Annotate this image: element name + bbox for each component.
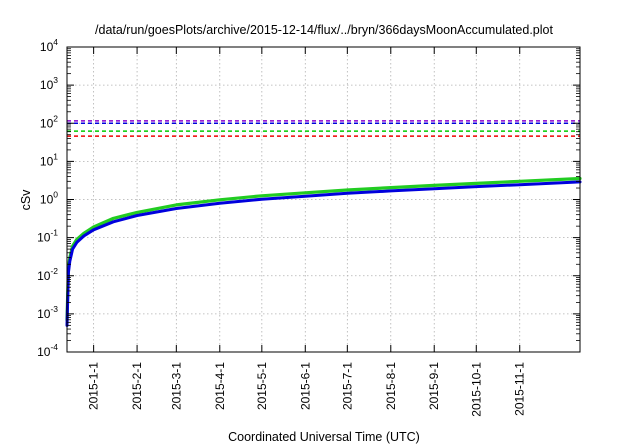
series-line	[65, 180, 582, 327]
x-tick-label: 2015-5-1	[255, 362, 269, 410]
axis-ticks	[67, 46, 580, 353]
x-tick-label: 2015-9-1	[427, 362, 441, 410]
y-axis-label: cSv	[19, 189, 33, 211]
x-tick-label: 2015-11-1	[513, 362, 527, 416]
x-tick-label: 2015-6-1	[298, 362, 312, 410]
x-tick-label: 2015-10-1	[469, 362, 483, 417]
y-tick-label: 104	[40, 37, 58, 54]
x-axis-label: Coordinated Universal Time (UTC)	[228, 430, 420, 444]
y-tick-label: 10-4	[37, 342, 58, 359]
y-tick-label: 100	[40, 190, 58, 207]
y-tick-label: 101	[40, 151, 58, 168]
y-tick-label: 102	[40, 113, 58, 130]
y-tick-labels: 10-4 10-3 10-2 10-1 100 101 102 103 104	[37, 37, 58, 359]
x-tick-labels: 2015-1-1 2015-2-1 2015-3-1 2015-4-1 2015-5-1…	[87, 362, 527, 417]
x-tick-label: 2015-1-1	[87, 362, 101, 410]
y-tick-label: 10-2	[37, 266, 58, 283]
grid	[67, 47, 580, 352]
series-lines	[65, 176, 582, 327]
x-tick-label: 2015-3-1	[169, 362, 183, 410]
x-tick-label: 2015-7-1	[340, 362, 354, 410]
x-tick-label: 2015-4-1	[213, 362, 227, 410]
chart-title: /data/run/goesPlots/archive/2015-12-14/f…	[95, 23, 553, 37]
limit-lines	[67, 120, 580, 137]
x-tick-label: 2015-2-1	[130, 362, 144, 410]
series-line	[65, 176, 582, 322]
y-tick-label: 10-1	[37, 228, 58, 245]
x-tick-label: 2015-8-1	[384, 362, 398, 410]
y-tick-label: 10-3	[37, 304, 58, 321]
y-tick-label: 103	[40, 75, 58, 92]
